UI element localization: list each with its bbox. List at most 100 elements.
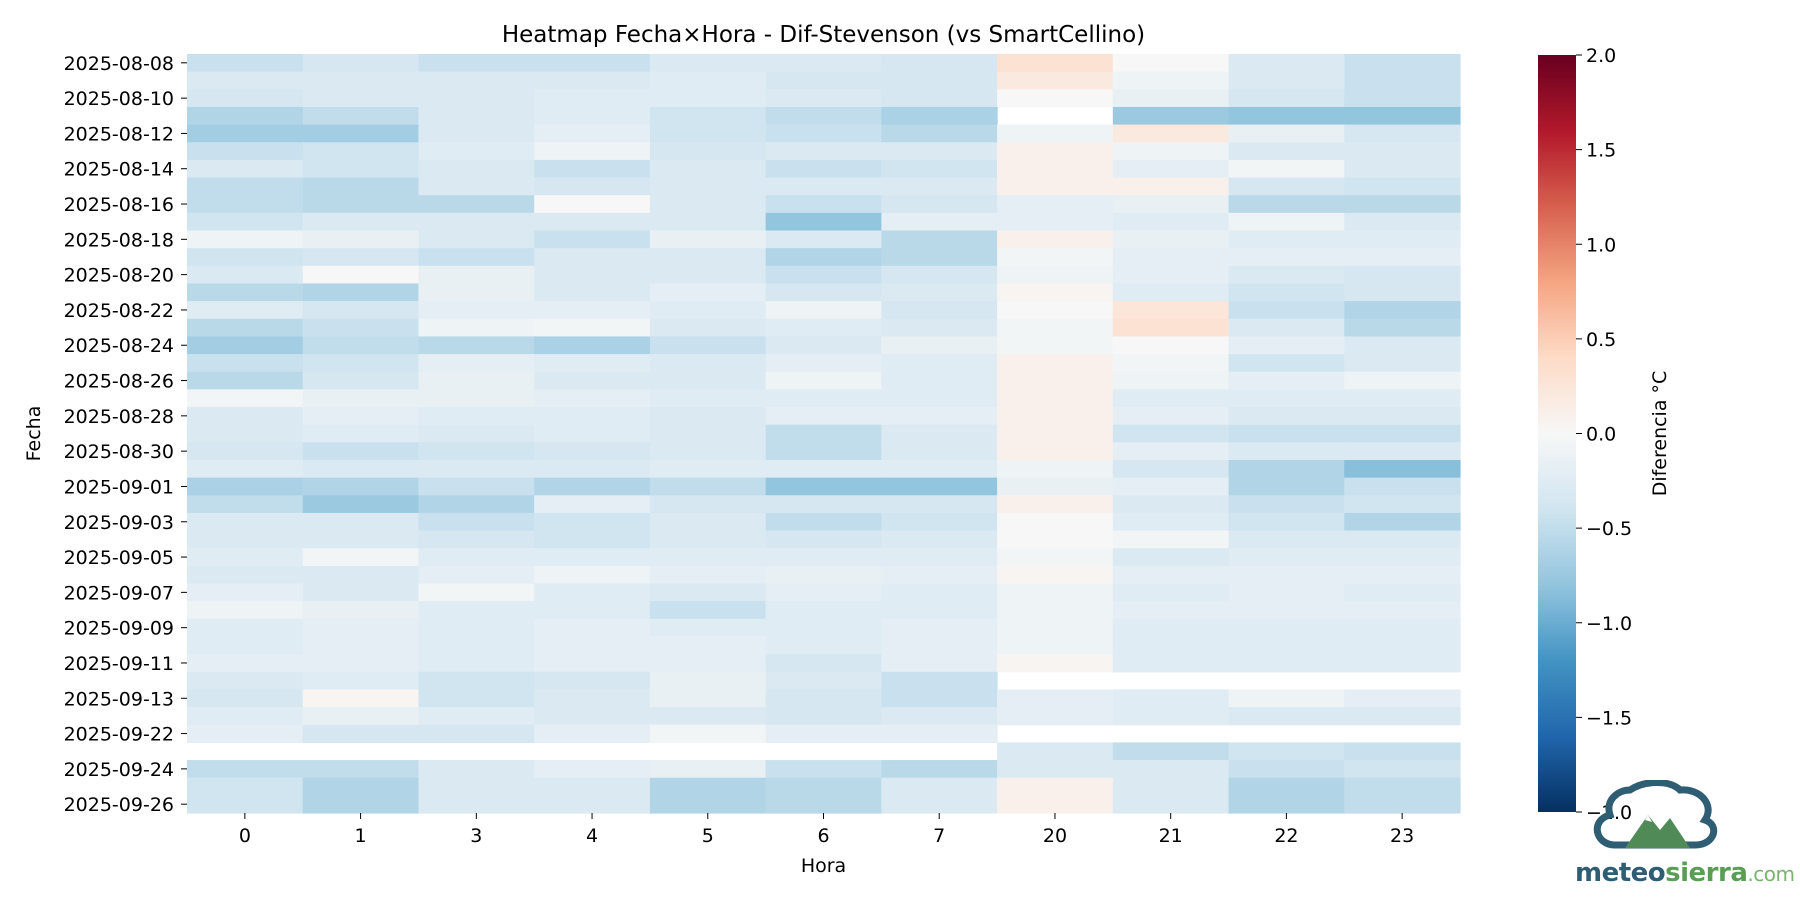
heatmap-cell — [302, 106, 420, 126]
heatmap-cell — [649, 442, 767, 461]
heatmap-cell — [1228, 442, 1345, 461]
heatmap-cell — [1112, 636, 1230, 655]
heatmap-cell — [534, 636, 651, 655]
heatmap-cell — [187, 195, 304, 214]
heatmap-cell — [418, 142, 535, 161]
heatmap-cell — [997, 89, 1114, 108]
colorbar — [1538, 55, 1576, 812]
heatmap-cell — [1112, 389, 1230, 408]
heatmap-cell — [997, 407, 1114, 426]
heatmap-cell — [1112, 583, 1230, 602]
heatmap-cell — [649, 795, 767, 814]
heatmap-cell — [881, 636, 998, 655]
heatmap-cell — [534, 407, 651, 426]
heatmap-cell — [418, 459, 535, 479]
heatmap-cell — [1112, 459, 1230, 479]
heatmap-cell — [1112, 548, 1230, 567]
heatmap-cell — [997, 512, 1114, 532]
chart-title: Heatmap Fecha×Hora - Dif-Stevenson (vs S… — [502, 22, 1145, 48]
heatmap-cell — [187, 371, 304, 390]
heatmap-cell — [649, 512, 767, 532]
heatmap-cell — [1344, 318, 1461, 338]
heatmap-cell — [187, 495, 304, 514]
y-tick-label: 2025-08-08 — [64, 53, 174, 75]
heatmap-cell — [649, 654, 767, 673]
heatmap-cell — [1112, 689, 1230, 708]
heatmap-cell — [1112, 124, 1230, 143]
y-tick-label: 2025-09-05 — [64, 547, 174, 569]
heatmap-cell — [418, 336, 535, 355]
heatmap-cell — [187, 265, 304, 285]
heatmap-cell — [997, 777, 1114, 796]
heatmap-cell — [649, 142, 767, 161]
heatmap-cell — [881, 106, 998, 126]
heatmap-cell — [302, 477, 420, 496]
heatmap-cell — [1228, 318, 1345, 338]
heatmap-cell — [534, 283, 651, 302]
heatmap-cell — [534, 795, 651, 814]
y-tick-label: 2025-08-26 — [64, 371, 174, 393]
heatmap-cell — [765, 760, 882, 779]
heatmap-cell — [1112, 195, 1230, 214]
heatmap-cell — [534, 689, 651, 708]
heatmap-cell — [302, 230, 420, 249]
heatmap-cell — [302, 760, 420, 779]
heatmap-cell — [649, 283, 767, 302]
heatmap-cell — [187, 248, 304, 267]
heatmap-cell — [418, 318, 535, 338]
heatmap-cell — [881, 177, 998, 196]
heatmap-cell — [997, 283, 1114, 302]
heatmap-cell — [1228, 354, 1345, 373]
heatmap-cell — [1112, 565, 1230, 585]
y-tick-label: 2025-08-28 — [64, 406, 174, 428]
heatmap-cell — [187, 548, 304, 567]
heatmap-cell — [997, 654, 1114, 673]
heatmap-cell — [765, 106, 882, 126]
heatmap-cell — [765, 795, 882, 814]
heatmap-cell — [649, 724, 767, 743]
heatmap-cell — [534, 230, 651, 249]
heatmap-cell — [418, 354, 535, 373]
heatmap-cell — [1112, 71, 1230, 90]
heatmap-cell — [881, 583, 998, 602]
heatmap-cell — [1344, 407, 1461, 426]
x-tick-label: 3 — [470, 825, 482, 847]
heatmap-cell — [534, 265, 651, 285]
heatmap-cell — [1112, 301, 1230, 320]
heatmap-cell — [765, 336, 882, 355]
heatmap-cell — [881, 654, 998, 673]
heatmap-cell — [997, 265, 1114, 285]
y-tick-label: 2025-09-07 — [64, 582, 174, 604]
heatmap-cell — [881, 442, 998, 461]
heatmap-cell — [881, 371, 998, 390]
heatmap-cell — [649, 195, 767, 214]
heatmap-cell — [997, 71, 1114, 90]
heatmap-cell — [881, 159, 998, 179]
heatmap-cell — [187, 671, 304, 691]
heatmap-cell — [881, 495, 998, 514]
colorbar-tick-label: −1.5 — [1586, 707, 1632, 729]
heatmap-cell — [534, 301, 651, 320]
heatmap-cell — [649, 583, 767, 602]
heatmap-cell — [997, 177, 1114, 196]
heatmap-cell — [534, 530, 651, 549]
heatmap-cell — [765, 777, 882, 796]
heatmap-cell — [997, 530, 1114, 549]
heatmap-cell — [1344, 124, 1461, 143]
heatmap-cell — [997, 707, 1114, 726]
heatmap-cell — [1112, 142, 1230, 161]
heatmap-cell — [881, 283, 998, 302]
heatmap-cell — [187, 795, 304, 814]
heatmap-cell — [649, 212, 767, 232]
heatmap-cell — [881, 618, 998, 638]
heatmap-cell — [1228, 548, 1345, 567]
heatmap-cell — [302, 707, 420, 726]
heatmap-cell — [765, 548, 882, 567]
heatmap-cell — [1112, 654, 1230, 673]
heatmap-cell — [418, 89, 535, 108]
heatmap-cell — [1344, 707, 1461, 726]
heatmap-cell — [534, 142, 651, 161]
heatmap-cell — [881, 671, 998, 691]
heatmap-cell — [1112, 230, 1230, 249]
heatmap-cell — [418, 212, 535, 232]
